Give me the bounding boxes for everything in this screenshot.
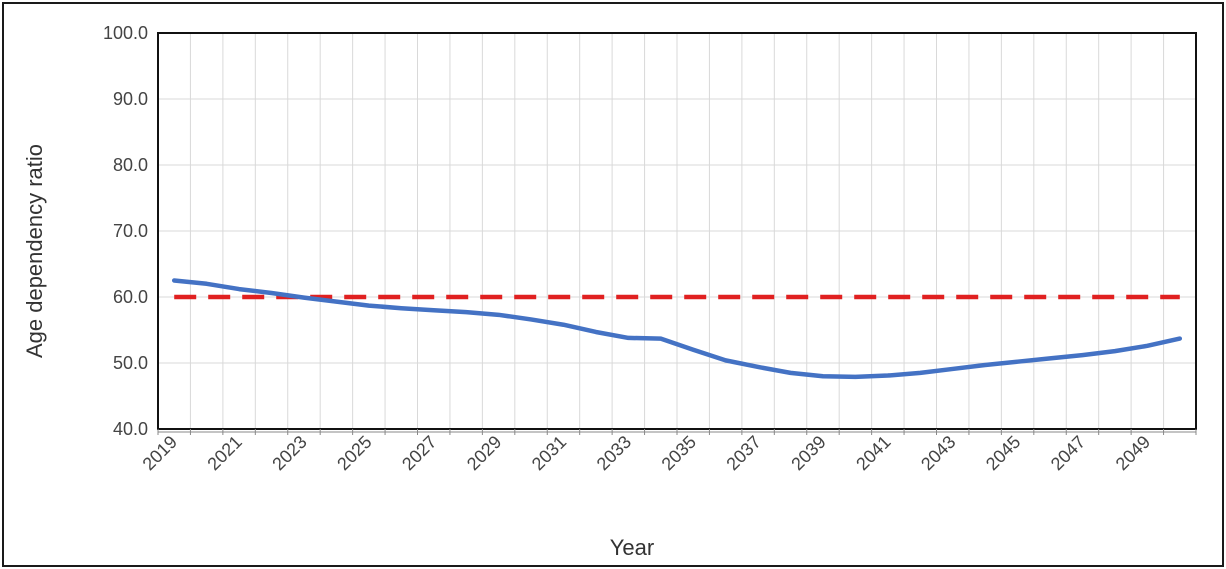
x-tick-label: 2049 <box>1112 432 1154 474</box>
x-tick-label: 2039 <box>787 432 829 474</box>
y-tick-label: 90.0 <box>113 89 148 109</box>
series-layer <box>171 278 1183 380</box>
x-tick-label: 2027 <box>398 432 440 474</box>
x-axis-title: Year <box>610 535 654 560</box>
y-tick-label: 40.0 <box>113 419 148 439</box>
horizontal-gridlines <box>158 98 1196 364</box>
series-line-main <box>171 278 1183 380</box>
x-tick-label: 2041 <box>852 432 894 474</box>
x-tick-label: 2037 <box>722 432 764 474</box>
y-tick-label: 70.0 <box>113 221 148 241</box>
x-tick-label: 2023 <box>268 432 310 474</box>
y-tick-label: 60.0 <box>113 287 148 307</box>
y-tick-label: 100.0 <box>103 23 148 43</box>
y-tick-label: 50.0 <box>113 353 148 373</box>
x-axis-tick-labels: 2019 2021 2023 2025 2027 2029 2031 2033 2035 2037… <box>139 432 1155 474</box>
x-tick-label: 2033 <box>593 432 635 474</box>
x-tick-label: 2025 <box>333 432 375 474</box>
x-tick-label: 2047 <box>1047 432 1089 474</box>
x-tick-label: 2029 <box>463 432 505 474</box>
x-tick-label: 2021 <box>203 432 245 474</box>
y-axis-title: Age dependency ratio <box>22 144 47 358</box>
x-tick-label: 2035 <box>658 432 700 474</box>
x-tick-label: 2043 <box>917 432 959 474</box>
x-axis-ticks <box>157 429 1197 435</box>
x-tick-label: 2045 <box>982 432 1024 474</box>
x-tick-label: 2031 <box>528 432 570 474</box>
y-tick-label: 80.0 <box>113 155 148 175</box>
line-chart: 100.090.080.070.060.050.040.0 2019 2021 20… <box>22 23 1197 560</box>
y-axis-tick-labels: 100.0 90.0 80.0 70.0 60.0 50.0 40.0 <box>103 23 148 439</box>
